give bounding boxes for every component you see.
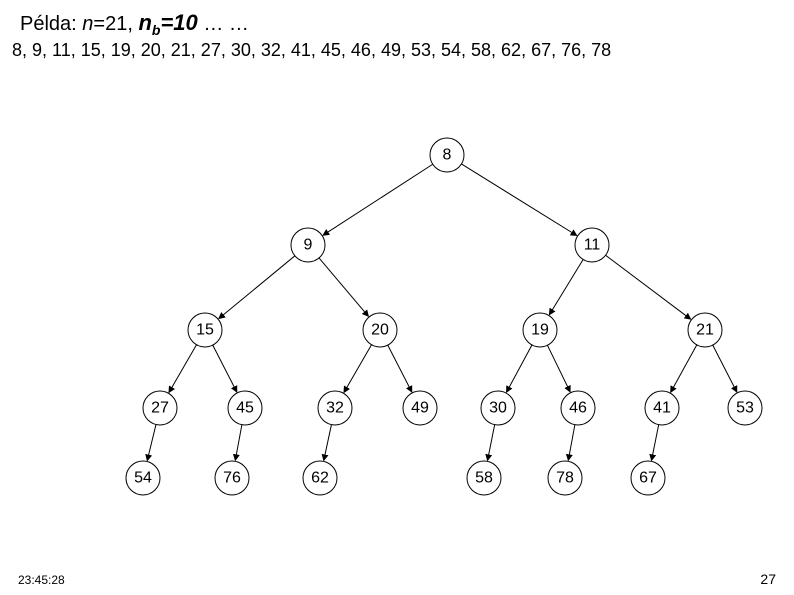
tree-node: 32: [318, 391, 352, 425]
tree-edge: [324, 425, 332, 461]
tree-edge: [568, 425, 575, 461]
tree-edge: [169, 345, 197, 393]
tree-edge: [652, 425, 659, 461]
tree-edge: [549, 260, 583, 315]
tree-edge: [323, 164, 433, 235]
tree-node: 76: [215, 461, 249, 495]
tree-node: 19: [523, 313, 557, 347]
tree-node-label: 46: [569, 400, 587, 417]
tree-node: 45: [228, 391, 262, 425]
tree-diagram: 8 9 11 15 20 19 21 27 45 32 49 30 46 41 53 54 76 62 58 78 67: [0, 0, 794, 595]
tree-node-label: 30: [489, 400, 507, 417]
tree-node-label: 15: [196, 322, 214, 339]
tree-node: 54: [126, 461, 160, 495]
tree-node-label: 53: [736, 400, 754, 417]
tree-node: 67: [631, 461, 665, 495]
tree-node: 9: [291, 228, 325, 262]
tree-edge: [219, 256, 295, 319]
tree-node-label: 9: [304, 237, 313, 254]
tree-edge: [488, 425, 495, 461]
tree-edge: [319, 258, 368, 316]
tree-node-label: 58: [475, 470, 493, 487]
tree-node: 11: [575, 228, 609, 262]
tree-node: 27: [143, 391, 177, 425]
tree-edge: [671, 345, 697, 392]
tree-edge: [388, 345, 412, 392]
tree-node-label: 62: [311, 470, 329, 487]
tree-node: 58: [467, 461, 501, 495]
tree-node: 41: [645, 391, 679, 425]
tree-edge: [147, 425, 156, 461]
tree-node: 21: [688, 313, 722, 347]
tree-edge: [235, 425, 242, 461]
tree-node-label: 21: [696, 322, 714, 339]
tree-node: 78: [548, 461, 582, 495]
tree-node-label: 32: [326, 400, 344, 417]
tree-node-label: 19: [531, 322, 549, 339]
tree-node: 49: [403, 391, 437, 425]
tree-node-label: 41: [653, 400, 671, 417]
tree-node-label: 20: [371, 322, 389, 339]
tree-node: 46: [561, 391, 595, 425]
tree-node: 20: [363, 313, 397, 347]
tree-node-label: 45: [236, 400, 254, 417]
tree-node: 53: [728, 391, 762, 425]
page-number: 27: [760, 571, 776, 587]
tree-edge: [213, 345, 237, 392]
tree-edge: [713, 345, 737, 392]
tree-node-label: 49: [411, 400, 429, 417]
tree-edge: [461, 164, 576, 236]
tree-node-label: 8: [443, 147, 452, 164]
tree-edge: [344, 345, 372, 393]
timestamp: 23:45:28: [18, 573, 65, 587]
tree-node-label: 54: [134, 470, 152, 487]
tree-node: 15: [188, 313, 222, 347]
tree-node-label: 78: [556, 470, 574, 487]
tree-node: 62: [303, 461, 337, 495]
tree-node-label: 11: [584, 237, 601, 254]
tree-node: 30: [481, 391, 515, 425]
tree-node: 8: [430, 138, 464, 172]
tree-edge: [606, 255, 691, 319]
tree-edge: [507, 345, 532, 392]
tree-node-label: 76: [223, 470, 241, 487]
tree-node-label: 27: [151, 400, 169, 417]
tree-node-label: 67: [639, 470, 657, 487]
tree-edge: [547, 345, 570, 392]
